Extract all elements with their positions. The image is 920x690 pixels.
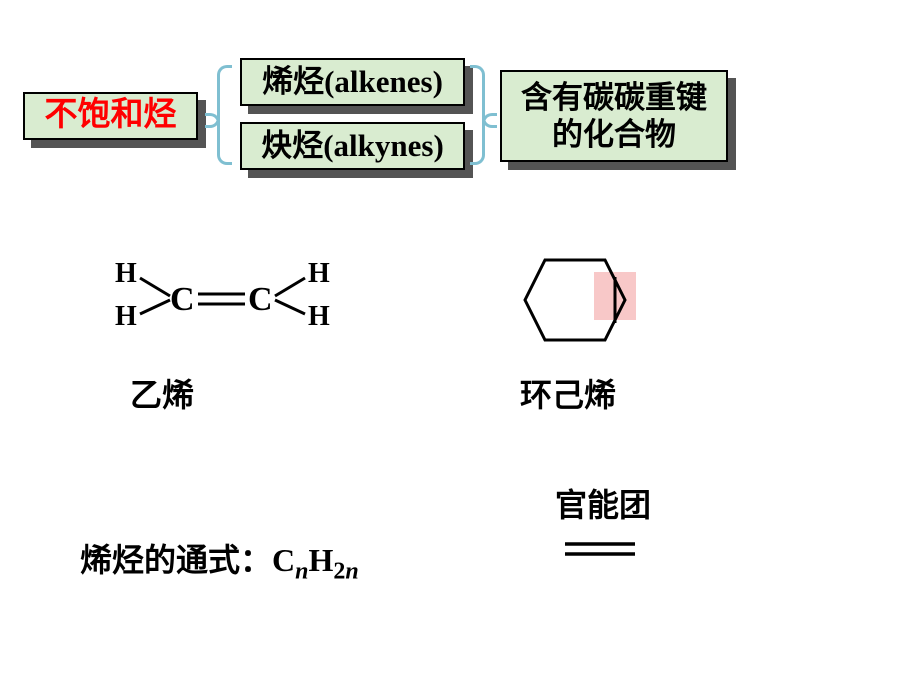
unsaturated-box: 不饱和烃: [23, 92, 198, 140]
double-bond-icon: [565, 540, 635, 560]
formula-prefix: 烯烃的通式：: [80, 542, 272, 578]
formula-line: 烯烃的通式：CnH2n: [80, 535, 359, 585]
multibond-line2: 的化合物: [552, 116, 676, 153]
alkynes-box: 炔烃(alkynes): [240, 122, 465, 170]
formula-h: H: [308, 542, 333, 578]
alkynes-label: 炔烃(alkynes): [242, 124, 463, 168]
ethylene-structure: H H C C H H: [70, 250, 330, 370]
formula-n1: n: [295, 558, 308, 584]
multibond-box: 含有碳碳重键 的化合物: [500, 70, 728, 162]
h-atom: H: [115, 258, 137, 289]
c-atom: C: [248, 281, 273, 318]
c-atom: C: [170, 281, 195, 318]
ethylene-label: 乙烯: [130, 370, 194, 416]
h-atom: H: [308, 258, 330, 289]
formula-n2: n: [345, 558, 358, 584]
unsaturated-label: 不饱和烃: [25, 94, 196, 138]
functional-group-label: 官能团: [555, 480, 651, 526]
multibond-line1: 含有碳碳重键: [521, 79, 707, 116]
h-atom: H: [115, 301, 137, 332]
right-bracket: [472, 65, 497, 165]
left-bracket: [205, 65, 230, 165]
formula-c: C: [272, 542, 295, 578]
cyclohexene-label: 环己烯: [520, 370, 616, 416]
cyclohexene-structure: [510, 250, 640, 360]
alkenes-box: 烯烃(alkenes): [240, 58, 465, 106]
h-atom: H: [308, 301, 330, 332]
alkenes-label: 烯烃(alkenes): [242, 60, 463, 104]
formula-2: 2: [333, 558, 345, 584]
